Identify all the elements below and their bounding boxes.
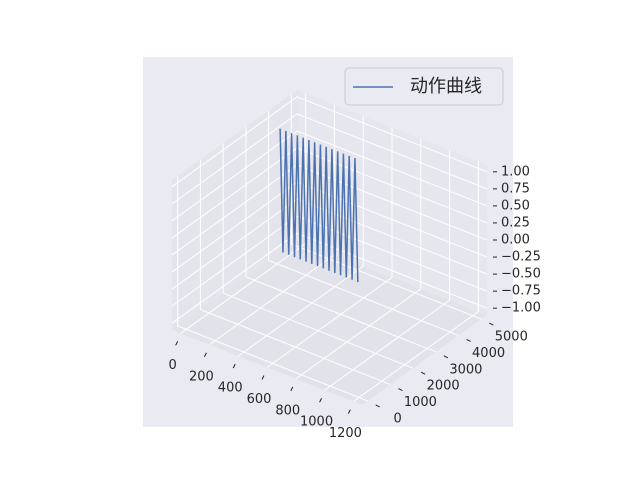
data-line xyxy=(279,128,359,283)
grid-line xyxy=(295,288,422,380)
grid-line xyxy=(209,254,335,346)
legend-label: 动作曲线 xyxy=(410,76,482,97)
grid-line xyxy=(222,292,414,369)
grid-line xyxy=(171,215,298,307)
grid-line xyxy=(171,198,298,290)
y-tick-label: 2000 xyxy=(427,379,460,394)
x-tick-label: 600 xyxy=(247,392,272,407)
tick-mark xyxy=(290,386,294,392)
legend-box xyxy=(344,67,504,106)
grid-line xyxy=(200,309,391,386)
grid-line xyxy=(245,276,437,353)
grid-line xyxy=(296,147,488,224)
grid-line xyxy=(296,181,488,258)
z-tick-label: −1.00 xyxy=(501,301,541,316)
grid-line xyxy=(171,147,298,239)
x-tick-label: 400 xyxy=(218,381,243,396)
x-tick-label: 800 xyxy=(275,403,300,418)
y-tick-label: 4000 xyxy=(472,346,505,361)
grid-line xyxy=(296,113,488,190)
z-tick-label: 1.00 xyxy=(501,164,530,179)
x-tick-label: 1000 xyxy=(300,415,333,430)
grid-line xyxy=(266,277,393,368)
grid-line xyxy=(296,164,488,241)
grid-line xyxy=(268,259,459,336)
grid-line xyxy=(296,198,488,275)
x-tick-label: 1200 xyxy=(329,426,362,441)
tick-mark xyxy=(175,341,179,346)
y-tick-label: 3000 xyxy=(449,362,482,377)
z-tick-label: 0.00 xyxy=(501,233,530,248)
tick-mark xyxy=(347,409,351,414)
grid-line xyxy=(171,130,298,222)
grid-line xyxy=(237,265,364,357)
tick-mark xyxy=(398,388,403,391)
legend: 动作曲线 xyxy=(344,67,504,106)
grid-line xyxy=(180,243,306,334)
tick-mark xyxy=(466,339,471,342)
tick-mark xyxy=(232,363,236,369)
y-tick-label: 0 xyxy=(394,411,402,426)
grid-line xyxy=(171,232,298,324)
grid-line xyxy=(296,96,488,173)
tick-mark xyxy=(443,355,449,359)
grid-line xyxy=(296,130,488,207)
z-tick-label: −0.25 xyxy=(501,250,541,265)
y-tick-label: 5000 xyxy=(495,330,528,345)
grid-line xyxy=(324,299,450,391)
x-tick-label: 0 xyxy=(168,358,176,373)
z-tick-label: 0.50 xyxy=(501,198,530,213)
z-tick-label: 0.25 xyxy=(501,215,530,230)
grid-line xyxy=(353,311,479,402)
y-tick-label: 1000 xyxy=(404,395,437,410)
tick-mark xyxy=(319,398,323,403)
z-tick-label: 0.75 xyxy=(501,181,530,196)
tick-mark xyxy=(261,375,265,380)
grid-line xyxy=(171,113,298,205)
tick-mark xyxy=(203,352,207,357)
z-tick-label: −0.75 xyxy=(501,284,541,299)
grid-line xyxy=(171,181,298,273)
grid-line xyxy=(171,164,298,256)
x-tick-label: 200 xyxy=(189,369,214,384)
grid-line xyxy=(177,325,368,402)
tick-mark xyxy=(489,322,494,326)
tick-mark xyxy=(375,404,380,408)
z-tick-label: −0.50 xyxy=(501,267,541,282)
tick-mark xyxy=(420,371,426,375)
grid-line xyxy=(171,96,298,188)
